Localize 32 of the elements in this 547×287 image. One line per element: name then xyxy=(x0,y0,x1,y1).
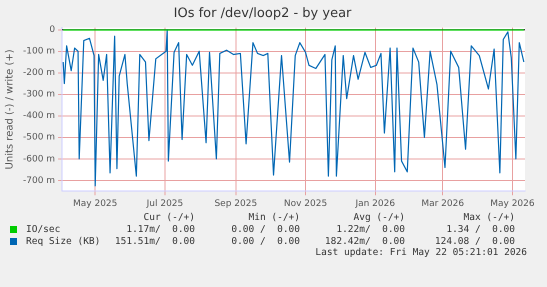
text: 182.42m/ 0.00 xyxy=(324,236,405,246)
legend-label: Req Size (KB) xyxy=(25,236,100,246)
y-tick-label: 0 xyxy=(49,25,56,36)
chart-title: IOs for /dev/loop2 - by year xyxy=(174,6,352,22)
legend-label: IO/sec xyxy=(25,224,62,234)
x-tick-label: Nov 2025 xyxy=(284,198,328,209)
y-tick-label: -500 m xyxy=(22,132,56,143)
y-tick-label: -200 m xyxy=(22,68,56,78)
y-tick-label: -300 m xyxy=(22,90,56,100)
x-tick-label: Sep 2025 xyxy=(214,198,258,209)
x-tick-label: May 2025 xyxy=(73,198,118,209)
y-tick-label: -600 m xyxy=(22,154,56,164)
y-tick-label: -400 m xyxy=(22,111,56,122)
text: Avg (-/+) xyxy=(352,212,405,222)
text: 0.00 / 0.00 xyxy=(230,224,300,234)
y-tick-label: -100 m xyxy=(22,46,56,57)
y-axis-title: Units read (-) / write (+) xyxy=(4,49,16,170)
text: Last update: Fri May 22 05:21:01 2026 xyxy=(314,247,528,259)
text: 1.22m/ 0.00 xyxy=(335,224,405,234)
text: 0.00 / 0.00 xyxy=(230,236,300,246)
x-tick-label: May 2026 xyxy=(490,198,535,209)
text: 124.08 / 0.00 xyxy=(434,236,515,246)
text: Cur (-/+) xyxy=(142,212,195,222)
x-tick-label: Jan 2026 xyxy=(354,198,396,209)
text: 1.17m/ 0.00 xyxy=(125,224,195,234)
text: Min (-/+) xyxy=(248,212,300,222)
x-tick-label: Mar 2026 xyxy=(421,198,464,209)
text: 151.51m/ 0.00 xyxy=(114,236,195,246)
text: Max (-/+) xyxy=(462,212,515,222)
x-tick-label: Jul 2025 xyxy=(146,198,184,209)
text: 1.34 / 0.00 xyxy=(445,224,515,234)
y-tick-label: -700 m xyxy=(22,176,56,186)
